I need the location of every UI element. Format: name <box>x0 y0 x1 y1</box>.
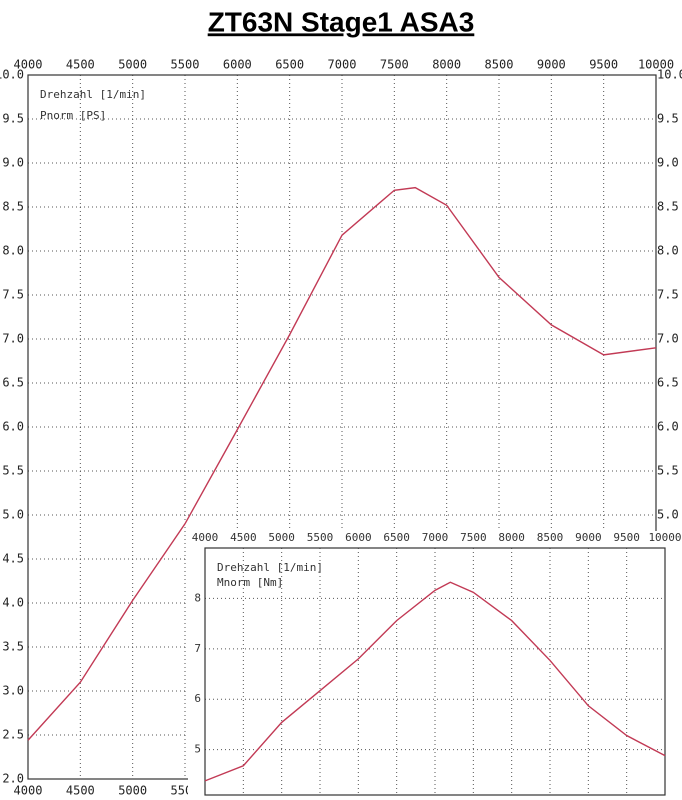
data-line <box>27 186 657 741</box>
x-tick-label: 10000 <box>638 58 674 72</box>
chart-title: ZT63N Stage1 ASA3 <box>208 6 475 37</box>
x-tick-label: 8000 <box>498 531 525 544</box>
y-tick-label: 2.0 <box>2 772 24 786</box>
x-tick-label: 5000 <box>118 58 147 72</box>
plot-frame <box>204 547 666 796</box>
y-tick-label: 7.5 <box>657 288 679 302</box>
y-tick-label: 3.0 <box>2 684 24 698</box>
y-tick-label: 9.5 <box>2 112 24 126</box>
y-tick-label: 8.0 <box>657 244 679 258</box>
y-tick-label: 7.5 <box>2 288 24 302</box>
y-tick-label: 8 <box>194 591 201 604</box>
y-tick-label: 9.5 <box>657 112 679 126</box>
x-tick-label: 8500 <box>485 58 514 72</box>
y-tick-label: 8.5 <box>657 200 679 214</box>
y-tick-label: 2.5 <box>2 728 24 742</box>
y-tick-label: 4.5 <box>2 552 24 566</box>
x-tick-label: 8500 <box>537 531 564 544</box>
y-tick-label: 4.0 <box>2 596 24 610</box>
x-tick-label: 6500 <box>383 531 410 544</box>
x-tick-label: 4000 <box>192 531 219 544</box>
y-tick-label: 10.0 <box>0 68 24 82</box>
x-tick-label: 5000 <box>118 784 147 798</box>
x-tick-label: 6000 <box>345 531 372 544</box>
axis-label: Drehzahl [1/min] <box>40 88 146 101</box>
data-line <box>204 581 666 782</box>
x-tick-label: 7000 <box>422 531 449 544</box>
x-tick-label: 9500 <box>589 58 618 72</box>
y-tick-label: 8.5 <box>2 200 24 214</box>
y-tick-label: 3.5 <box>2 640 24 654</box>
x-tick-label: 7500 <box>460 531 487 544</box>
x-tick-label: 5500 <box>307 531 334 544</box>
y-tick-label: 10.0 <box>657 68 682 82</box>
x-tick-label: 9500 <box>613 531 640 544</box>
y-tick-label: 5.5 <box>657 464 679 478</box>
x-tick-label: 6500 <box>275 58 304 72</box>
y-tick-label: 6 <box>194 692 201 705</box>
x-tick-label: 7500 <box>380 58 409 72</box>
x-tick-label: 8000 <box>432 58 461 72</box>
y-tick-label: 7.0 <box>657 332 679 346</box>
y-tick-label: 5.5 <box>2 464 24 478</box>
x-tick-label: 4500 <box>66 784 95 798</box>
x-tick-label: 7000 <box>328 58 357 72</box>
y-tick-label: 7 <box>194 642 201 655</box>
x-tick-label: 5000 <box>268 531 295 544</box>
x-tick-label: 4000 <box>14 58 43 72</box>
y-tick-label: 6.0 <box>657 420 679 434</box>
y-tick-label: 9.0 <box>657 156 679 170</box>
y-tick-label: 8.0 <box>2 244 24 258</box>
y-tick-label: 5.0 <box>657 508 679 522</box>
x-tick-label: 4500 <box>230 531 257 544</box>
x-tick-label: 4000 <box>14 784 43 798</box>
x-tick-label: 6000 <box>223 58 252 72</box>
y-tick-label: 9.0 <box>2 156 24 170</box>
x-tick-label: 10000 <box>648 531 681 544</box>
x-tick-label: 4500 <box>66 58 95 72</box>
y-tick-label: 5.0 <box>2 508 24 522</box>
axis-label: Mnorm [Nm] <box>217 576 283 589</box>
y-tick-label: 5 <box>194 743 201 756</box>
inset-background <box>188 531 682 800</box>
x-tick-label: 9000 <box>575 531 602 544</box>
y-tick-label: 7.0 <box>2 332 24 346</box>
y-tick-label: 6.5 <box>657 376 679 390</box>
x-tick-label: 9000 <box>537 58 566 72</box>
y-tick-label: 6.0 <box>2 420 24 434</box>
axis-label: Pnorm [PS] <box>40 109 106 122</box>
axis-label: Drehzahl [1/min] <box>217 561 323 574</box>
x-tick-label: 5500 <box>171 58 200 72</box>
y-tick-label: 6.5 <box>2 376 24 390</box>
